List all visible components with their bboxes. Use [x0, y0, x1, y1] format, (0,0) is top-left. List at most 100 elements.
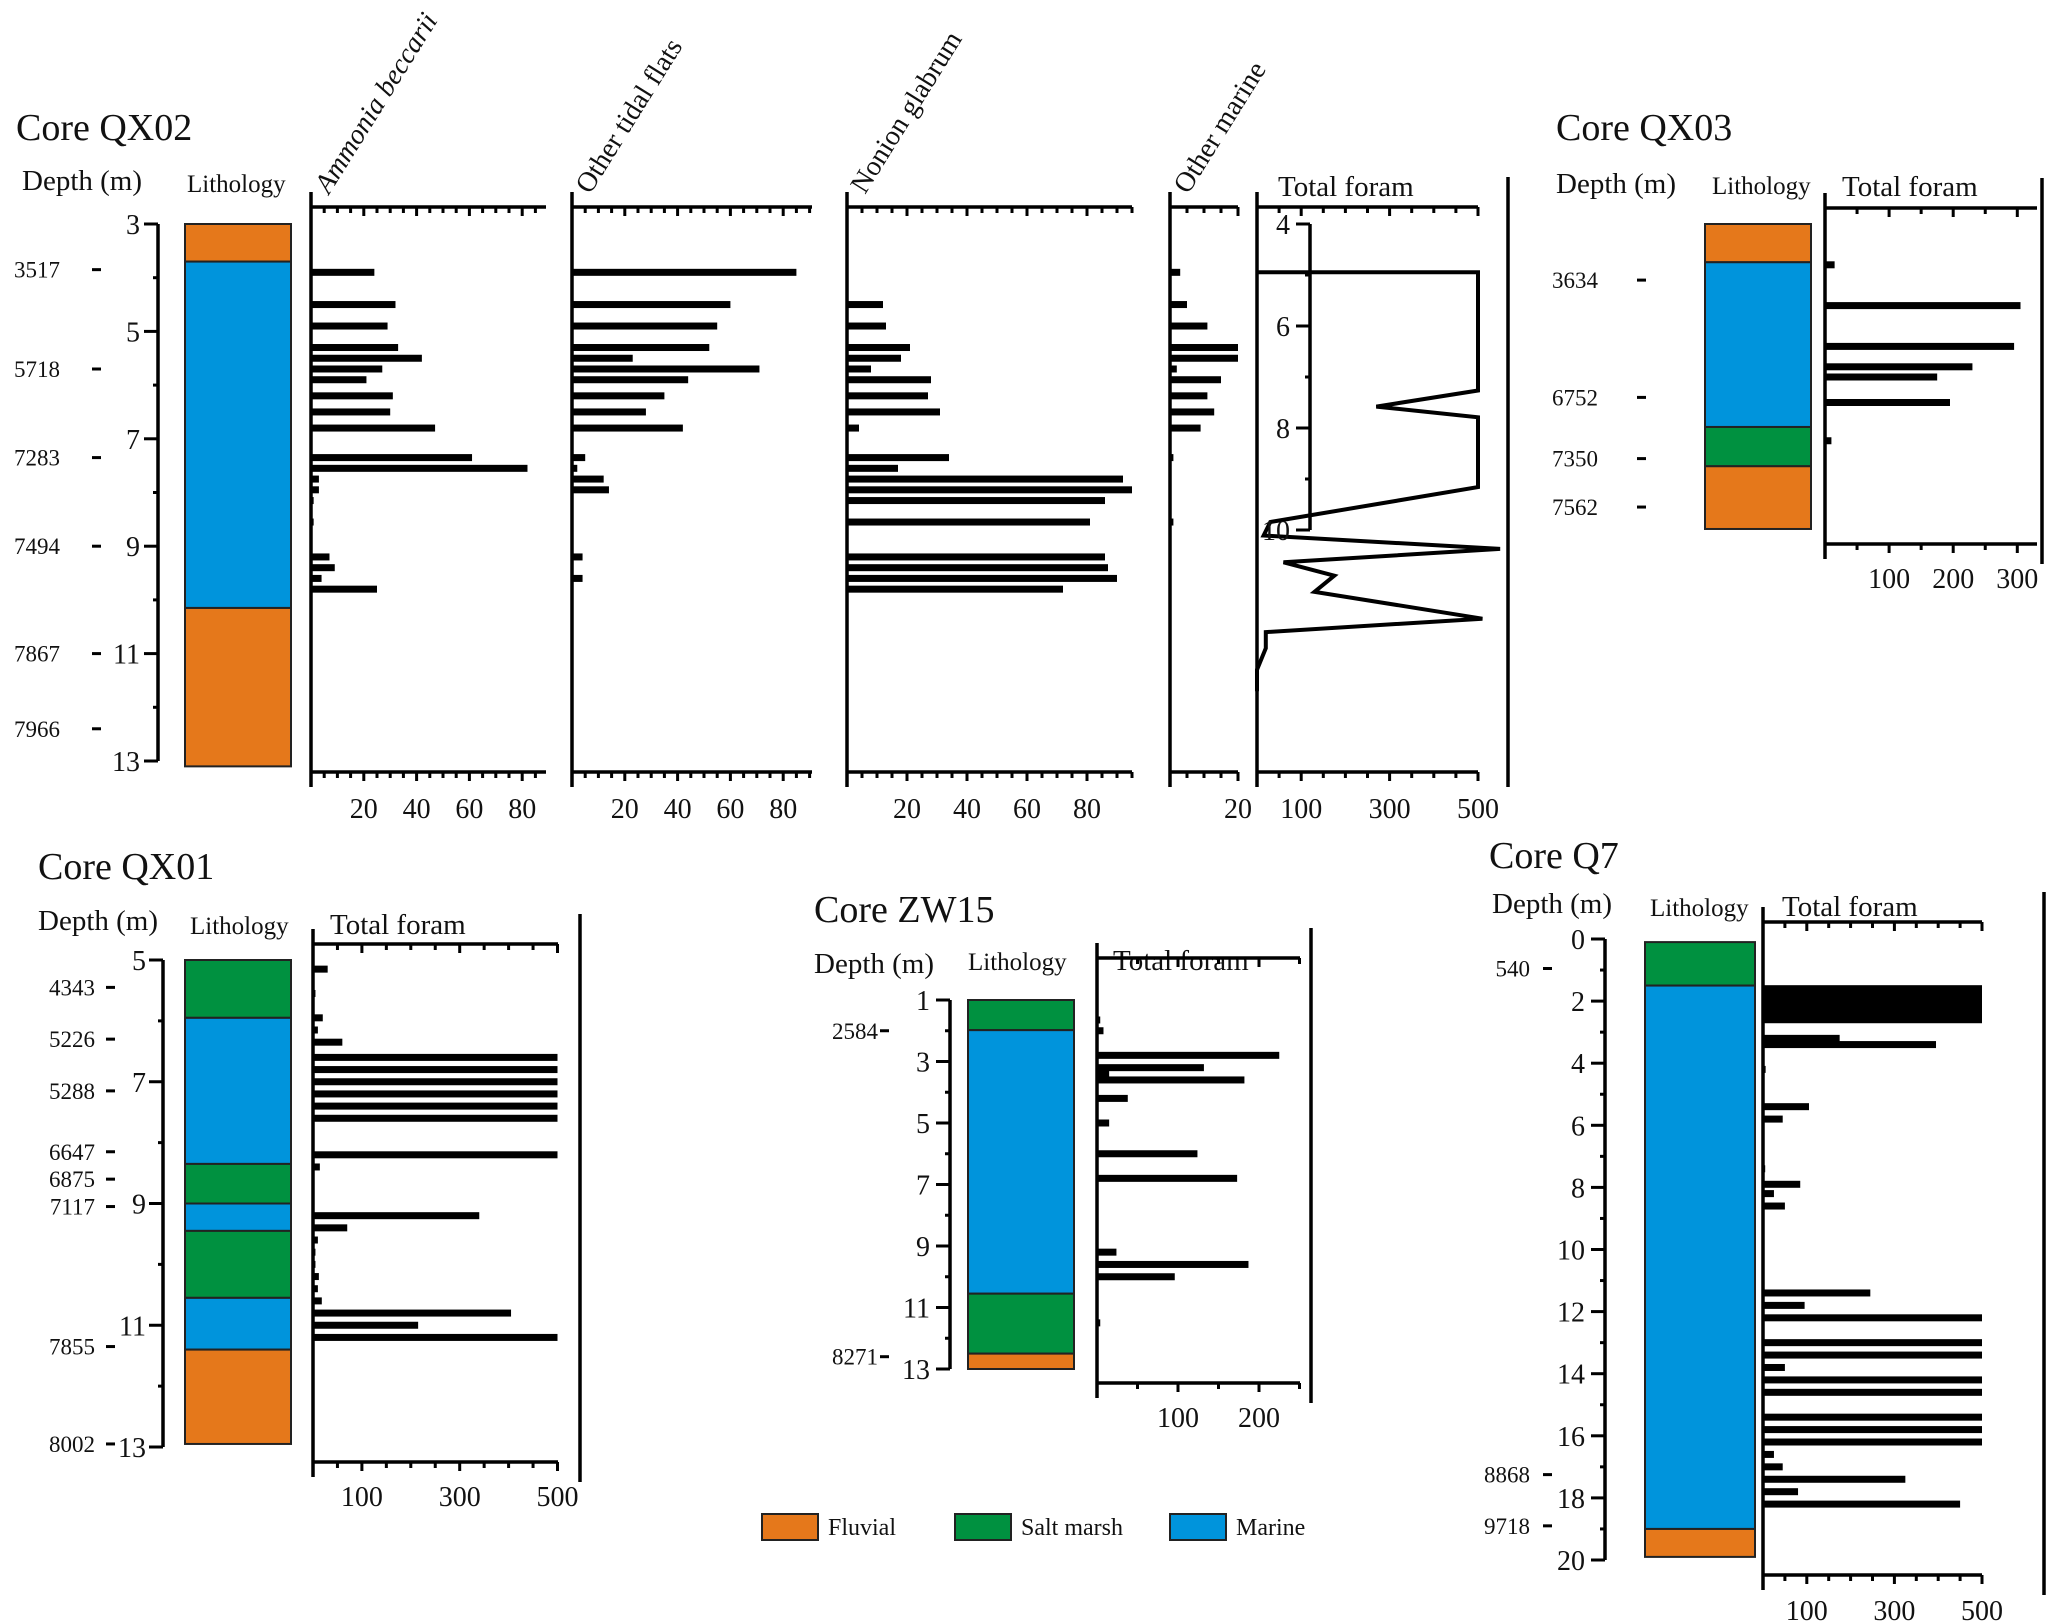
data-bar: [313, 1163, 320, 1171]
lithology-unit-saltmarsh: [1644, 941, 1756, 987]
data-bar: [1763, 1500, 1961, 1508]
data-bar: [313, 1321, 419, 1329]
data-bar: [1763, 1103, 1809, 1111]
age-label: 2584: [832, 1019, 879, 1044]
data-bar: [311, 408, 391, 416]
data-bar: [1763, 1314, 1982, 1322]
depth-tick-label: 5: [126, 317, 140, 348]
data-bar: [313, 1151, 558, 1159]
data-bar: [572, 454, 586, 462]
depth-tick-label: 11: [903, 1294, 930, 1325]
taxon-label: Ammonia beccarii: [308, 8, 445, 201]
data-bar: [313, 1236, 318, 1244]
data-bar: [1097, 1174, 1238, 1182]
data-bar: [847, 497, 1105, 505]
data-bar: [1825, 437, 1832, 445]
data-bar: [1763, 1301, 1805, 1309]
depth-tick-label: 2: [1571, 987, 1585, 1018]
data-bar: [313, 1053, 558, 1061]
data-bar: [572, 475, 604, 483]
depth-tick-label: 5: [916, 1109, 930, 1140]
depth-tick-label: 0: [1571, 925, 1585, 956]
data-bar: [311, 365, 383, 373]
x-tick-label: 500: [1457, 794, 1499, 825]
data-bar: [311, 268, 375, 276]
depth-tick-label: 13: [902, 1355, 930, 1386]
age-label: 5288: [49, 1079, 95, 1104]
taxon-label: Nonion glabrum: [845, 26, 969, 199]
data-bar: [1097, 1260, 1249, 1268]
data-bar: [1763, 1165, 1766, 1173]
age-label: 7966: [14, 717, 60, 742]
x-tick-label: 20: [350, 794, 378, 825]
data-bar: [572, 344, 710, 352]
depth-tick-label: 16: [1557, 1422, 1585, 1453]
data-bar: [1097, 1027, 1104, 1035]
data-bar: [1097, 1248, 1117, 1256]
x-tick-label: 500: [1961, 1596, 2003, 1623]
data-bar: [572, 553, 583, 561]
lithology-label: Lithology: [187, 171, 286, 198]
data-bar: [311, 344, 399, 352]
data-bar: [313, 1026, 318, 1034]
x-tick-label: 20: [893, 794, 921, 825]
data-bar: [847, 322, 886, 330]
data-bar: [311, 454, 473, 462]
age-label: 7494: [14, 534, 61, 559]
core-title: Core QX03: [1556, 107, 1732, 149]
x-tick-label: 500: [537, 1482, 579, 1513]
data-bar: [1763, 1488, 1799, 1496]
lithology-label: Lithology: [190, 913, 289, 940]
data-bar: [311, 464, 528, 472]
data-bar: [572, 365, 760, 373]
data-bar: [313, 1090, 558, 1098]
lithology-unit-marine: [1644, 984, 1756, 1530]
lithology-label: Lithology: [1650, 895, 1749, 922]
data-bar: [1763, 1388, 1982, 1396]
data-bar: [1763, 1438, 1982, 1446]
core-title: Core Q7: [1489, 835, 1619, 877]
data-bar: [1763, 1010, 1982, 1018]
lithology-label: Lithology: [1712, 173, 1811, 200]
depth-tick-label: 7: [132, 1068, 146, 1099]
data-bar: [1763, 1426, 1982, 1434]
lithology-unit-saltmarsh: [184, 1162, 292, 1205]
lithology-unit-fluvial: [967, 1352, 1075, 1370]
data-bar: [572, 322, 718, 330]
data-bar: [313, 1212, 480, 1220]
data-bar: [313, 1066, 558, 1074]
data-bar: [313, 1014, 323, 1022]
age-label: 7350: [1552, 447, 1598, 472]
data-bar: [847, 553, 1105, 561]
data-bar: [313, 1248, 316, 1256]
data-bar: [1170, 268, 1181, 276]
data-bar: [1763, 1475, 1906, 1483]
age-label: 6875: [49, 1167, 95, 1192]
data-bar: [313, 1078, 558, 1086]
age-label: 7283: [14, 446, 60, 471]
data-bar: [847, 464, 898, 472]
data-bar: [313, 1102, 558, 1110]
data-bar: [572, 464, 578, 472]
data-bar: [313, 1297, 322, 1305]
data-bar: [1170, 354, 1238, 362]
lithology-unit-marine: [184, 260, 292, 609]
depth-tick-label: 14: [1557, 1360, 1585, 1391]
data-bar: [1170, 322, 1208, 330]
data-bar: [1763, 1034, 1840, 1042]
legend-swatch-fluvial: [761, 1513, 819, 1541]
depth-tick-label: 7: [126, 425, 140, 456]
x-tick-label: 300: [1873, 1596, 1915, 1623]
data-bar: [313, 965, 328, 973]
depth-tick-label: 6: [1276, 312, 1290, 343]
age-label: 5718: [14, 357, 60, 382]
lithology-unit-saltmarsh: [967, 1292, 1075, 1355]
data-bar: [313, 1285, 318, 1293]
data-bar: [847, 574, 1117, 582]
lithology-unit-marine: [967, 1029, 1075, 1295]
data-bar: [847, 454, 949, 462]
core-qx03-panel: Core QX03 Depth (m) Lithology Total fora…: [1262, 107, 2044, 595]
data-bar: [572, 268, 797, 276]
x-tick-label: 300: [1996, 564, 2038, 595]
